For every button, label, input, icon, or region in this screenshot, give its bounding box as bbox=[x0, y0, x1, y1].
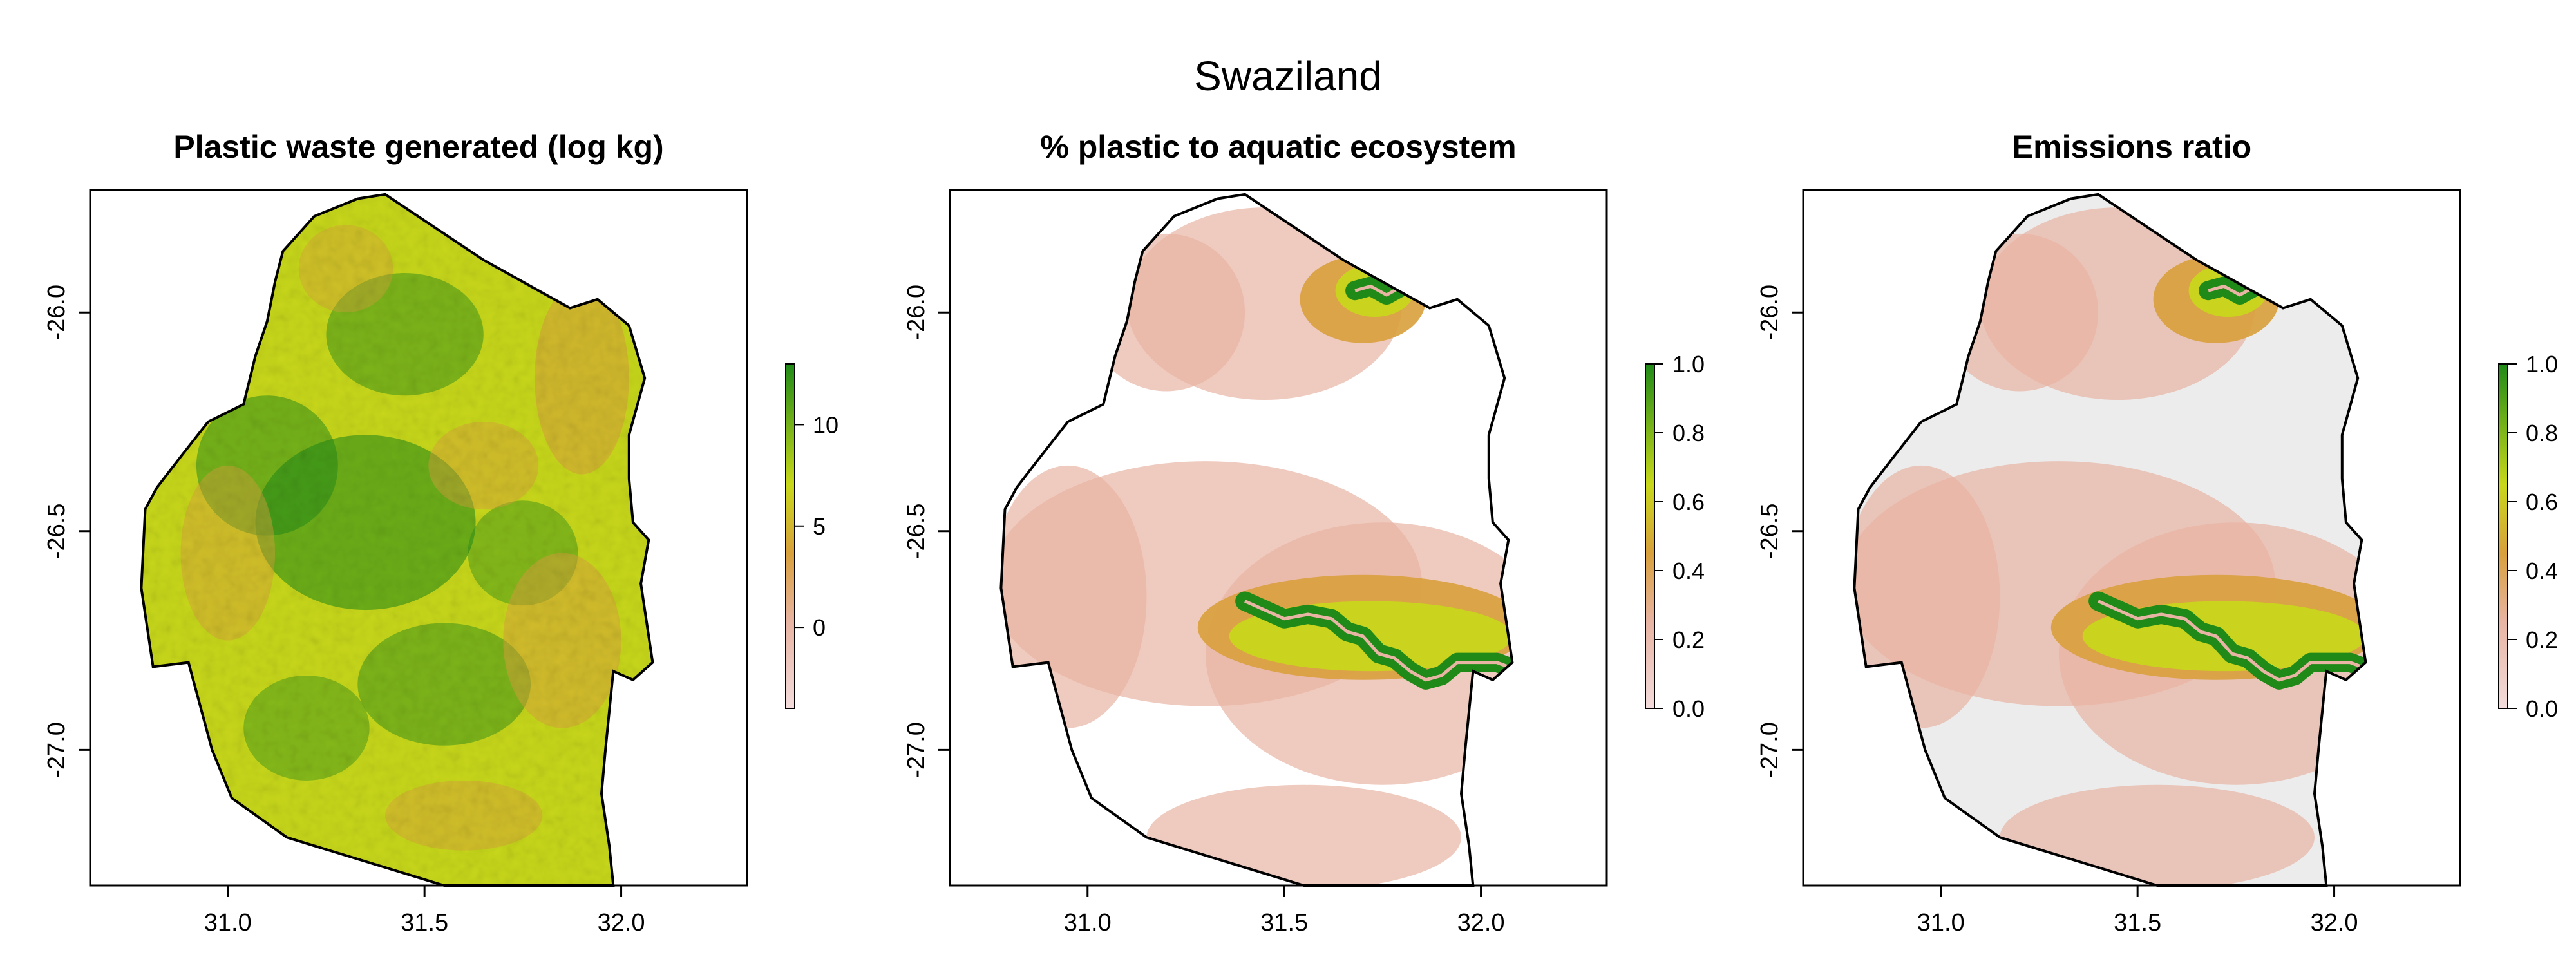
y-tick-label: -27.0 bbox=[43, 722, 70, 778]
x-tick-label: 31.0 bbox=[1917, 909, 1965, 936]
legend-tick-label: 0.6 bbox=[1672, 489, 1705, 515]
x-tick-label: 31.5 bbox=[2114, 909, 2161, 936]
y-tick-label: -26.0 bbox=[43, 285, 70, 341]
legend-tick-label: 1.0 bbox=[2526, 351, 2558, 377]
legend-tick-label: 0.2 bbox=[1672, 627, 1705, 653]
plot-frame bbox=[949, 189, 1608, 887]
y-tick-label: -27.0 bbox=[903, 722, 930, 778]
x-tick-label: 32.0 bbox=[1457, 909, 1505, 936]
figure-title: Swaziland bbox=[1194, 53, 1382, 99]
raster-layer bbox=[1001, 194, 1513, 886]
river-line bbox=[2208, 284, 2257, 297]
legend-tick-label: 10 bbox=[813, 412, 838, 438]
river-line bbox=[1354, 284, 1403, 297]
legend-tick-label: 0.8 bbox=[1672, 420, 1705, 446]
x-tick-label: 32.0 bbox=[598, 909, 645, 936]
legend-colorbar bbox=[2498, 363, 2508, 709]
plot-frame bbox=[89, 189, 748, 887]
y-tick-label: -27.0 bbox=[1756, 722, 1783, 778]
panel-1: Plastic waste generated (log kg) 31.0 31.5… bbox=[43, 129, 838, 936]
legend-tick-label: 0.4 bbox=[1672, 558, 1705, 584]
y-tick-label: -26.5 bbox=[1756, 503, 1783, 559]
panel-title: % plastic to aquatic ecosystem bbox=[1040, 129, 1516, 165]
legend-colorbar bbox=[785, 363, 795, 709]
legend-colorbar bbox=[1645, 363, 1655, 709]
x-tick-label: 31.0 bbox=[1064, 909, 1112, 936]
panels: Plastic waste generated (log kg) 31.0 31.5… bbox=[43, 129, 2558, 936]
legend-tick-label: 0.8 bbox=[2526, 420, 2558, 446]
panel-title: Plastic waste generated (log kg) bbox=[173, 129, 663, 165]
y-tick-label: -26.0 bbox=[903, 285, 930, 341]
panel-2: % plastic to aquatic ecosystem 31.0 31.5 32… bbox=[903, 129, 1705, 936]
legend-tick-label: 0.6 bbox=[2526, 489, 2558, 515]
y-tick-label: -26.0 bbox=[1756, 285, 1783, 341]
x-tick-label: 32.0 bbox=[2311, 909, 2358, 936]
panel-title: Emissions ratio bbox=[2012, 129, 2251, 165]
y-tick-label: -26.5 bbox=[903, 503, 930, 559]
legend-tick-label: 0.0 bbox=[1672, 696, 1705, 722]
x-tick-label: 31.5 bbox=[401, 909, 448, 936]
y-tick-label: -26.5 bbox=[43, 503, 70, 559]
raster-layer bbox=[141, 194, 653, 886]
x-tick-label: 31.5 bbox=[1260, 909, 1308, 936]
legend-tick-label: 0 bbox=[813, 614, 826, 641]
river-line bbox=[2098, 600, 2366, 682]
panel-3: Emissions ratio 31.0 31.5 32.0 -26.0 -26.5 -27… bbox=[1756, 129, 2558, 936]
river-line bbox=[1244, 600, 1513, 682]
legend-tick-label: 1.0 bbox=[1672, 351, 1705, 377]
x-tick-label: 31.0 bbox=[204, 909, 252, 936]
plot-frame bbox=[1802, 189, 2461, 887]
legend-tick-label: 5 bbox=[813, 513, 826, 540]
legend-tick-label: 0.2 bbox=[2526, 627, 2558, 653]
legend-tick-label: 0.0 bbox=[2526, 696, 2558, 722]
legend-tick-label: 0.4 bbox=[2526, 558, 2558, 584]
